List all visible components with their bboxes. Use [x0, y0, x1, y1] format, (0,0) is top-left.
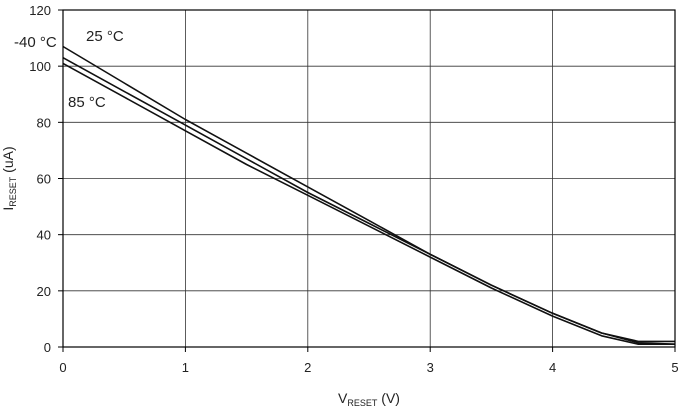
x-tick-label: 1 [182, 360, 189, 375]
y-axis-title-sub: RESET [8, 176, 18, 207]
series-line-0 [62, 45, 675, 343]
x-axis-title-suffix: (V) [377, 390, 400, 406]
y-axis-title-main: I [0, 207, 16, 211]
x-tick-label: 0 [59, 360, 66, 375]
series-line-1 [62, 56, 676, 345]
y-tick-label: 100 [29, 59, 51, 74]
y-tick-label: 20 [37, 284, 51, 299]
y-tick-label: 40 [37, 228, 51, 243]
y-tick-label: 0 [44, 340, 51, 355]
x-tick-label: 5 [671, 360, 678, 375]
y-tick-labels: 0 20 40 60 80 100 120 [29, 3, 63, 355]
annotation-minus40c: -40 °C [14, 34, 57, 51]
x-tick-labels: 0 1 2 3 4 5 [59, 347, 679, 375]
annotation-25c: 25 °C [86, 28, 124, 45]
x-axis-title-sub: RESET [347, 398, 378, 408]
series-line-2 [62, 62, 675, 345]
x-tick-label: 3 [427, 360, 434, 375]
x-tick-label: 2 [304, 360, 311, 375]
y-tick-label: 60 [37, 172, 51, 187]
x-axis-title: VRESET (V) [338, 390, 400, 408]
x-axis-title-main: V [338, 390, 348, 406]
x-tick-label: 4 [549, 360, 556, 375]
annotation-85c: 85 °C [68, 94, 106, 111]
grid [62, 9, 676, 348]
y-tick-label: 120 [29, 3, 51, 18]
series-lines [62, 45, 676, 345]
y-tick-label: 80 [37, 115, 51, 130]
y-axis-title: IRESET (uA) [0, 146, 18, 210]
y-axis-title-suffix: (uA) [0, 146, 16, 176]
